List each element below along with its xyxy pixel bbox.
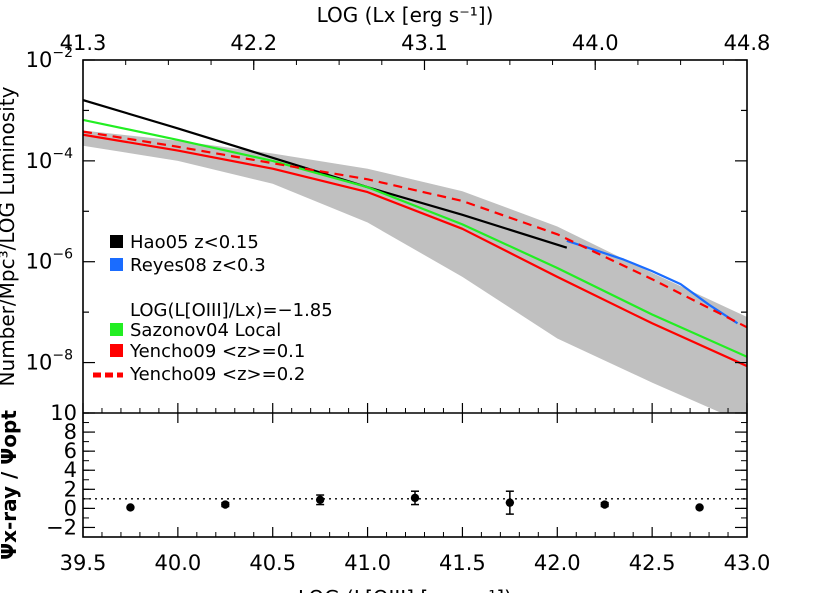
ratio-point-4 bbox=[505, 498, 515, 507]
series-line-3 bbox=[83, 133, 747, 368]
x-tick-label: 40.5 bbox=[249, 551, 296, 575]
ratio-point-2 bbox=[315, 495, 325, 504]
ratio-y-tick-label: −2 bbox=[46, 515, 77, 539]
ratio-point-3 bbox=[410, 493, 420, 503]
axis-labels: 39.5 40.0 40.5 41.0 41.5 42.0 42.5 43.0 41.3 42.2… bbox=[0, 3, 770, 593]
legend-swatch-1 bbox=[110, 258, 123, 271]
legend-swatch-4 bbox=[110, 344, 123, 357]
band-area bbox=[83, 130, 747, 413]
series-lines bbox=[83, 99, 747, 368]
ratio-point-0 bbox=[126, 503, 135, 512]
top-panel-frame bbox=[82, 59, 748, 538]
ratio-y-tick-label: 2 bbox=[64, 477, 77, 501]
x-tick-label: 39.5 bbox=[60, 551, 107, 575]
legend-label-1: Reyes08 z<0.3 bbox=[130, 255, 266, 276]
legend-label-3: Sazonov04 Local bbox=[130, 320, 281, 341]
ratio-y-axis-title: Ψx-ray / Ψopt bbox=[0, 410, 21, 560]
ratio-y-tick-label: 8 bbox=[64, 420, 77, 444]
legend-label-5: Yencho09 <z>=0.2 bbox=[129, 364, 305, 385]
series-line-0 bbox=[83, 99, 568, 249]
ratio-point-1 bbox=[221, 500, 230, 509]
legend-note: LOG(L[OIII]/Lx)=−1.85 bbox=[130, 300, 333, 321]
bottom-axis-title: LOG (L[OIII] [erg s⁻¹]) bbox=[298, 586, 512, 593]
top-tick-label: 42.2 bbox=[230, 31, 277, 55]
x-tick-label: 42.0 bbox=[534, 551, 581, 575]
top-tick-label: 41.3 bbox=[60, 31, 107, 55]
top-tick-label: 44.8 bbox=[724, 31, 771, 55]
x-tick-label: 41.5 bbox=[439, 551, 486, 575]
legend-swatch-0 bbox=[110, 235, 123, 248]
ratio-panel bbox=[83, 412, 747, 529]
x-tick-label: 42.5 bbox=[629, 551, 676, 575]
legend-label-4: Yencho09 <z>=0.1 bbox=[129, 341, 305, 362]
y-tick-label: 10−6 bbox=[26, 247, 73, 274]
y-tick-label: 10−2 bbox=[26, 45, 73, 72]
ratio-y-tick-label: 6 bbox=[64, 439, 77, 463]
top-tick-label: 43.1 bbox=[401, 31, 448, 55]
ratio-point-6 bbox=[695, 503, 704, 512]
top-tick-label: 44.0 bbox=[572, 31, 619, 55]
x-tick-label: 41.0 bbox=[344, 551, 391, 575]
ratio-y-tick-label: 0 bbox=[64, 496, 77, 520]
legend-swatch-3 bbox=[110, 323, 123, 336]
plot-border bbox=[82, 59, 748, 538]
legend-label-0: Hao05 z<0.15 bbox=[130, 232, 259, 253]
ratio-y-tick-label: 4 bbox=[64, 458, 77, 482]
ratio-y-tick-label: 10 bbox=[50, 401, 77, 425]
series-line-1 bbox=[566, 239, 739, 325]
x-tick-label: 40.0 bbox=[154, 551, 201, 575]
x-tick-label: 43.0 bbox=[724, 551, 771, 575]
ratio-point-5 bbox=[600, 500, 609, 509]
uncertainty-band bbox=[83, 130, 747, 413]
y-axis-title: Number/Mpc³/LOG Luminosity bbox=[0, 86, 19, 386]
y-tick-label: 10−4 bbox=[26, 146, 73, 173]
series-line-4 bbox=[83, 130, 747, 329]
y-tick-label: 10−8 bbox=[26, 348, 73, 375]
top-axis-title: LOG (Lx [erg s⁻¹]) bbox=[317, 3, 494, 27]
series-line-2 bbox=[83, 118, 747, 358]
